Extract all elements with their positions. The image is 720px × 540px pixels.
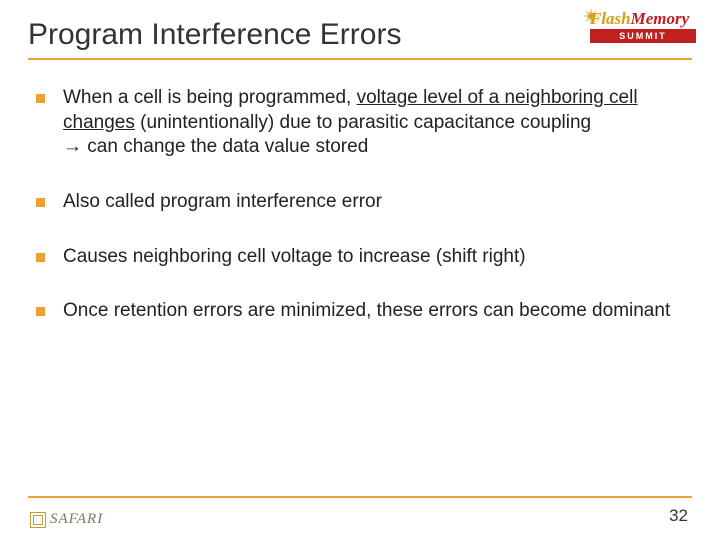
bullet-item: Causes neighboring cell voltage to incre… <box>36 245 682 270</box>
bullet-item: Once retention errors are minimized, the… <box>36 299 682 324</box>
bullet-marker-icon <box>36 94 45 103</box>
logo-wordmark: FlashMemory <box>590 10 696 27</box>
bullet-0-pre: When a cell is being programmed, <box>63 87 357 108</box>
footer-divider <box>28 496 692 498</box>
title-divider <box>28 58 692 60</box>
bullet-item: When a cell is being programmed, voltage… <box>36 86 682 160</box>
content-area: When a cell is being programmed, voltage… <box>28 86 692 324</box>
safari-icon <box>30 512 46 528</box>
bullet-text: When a cell is being programmed, voltage… <box>63 86 682 160</box>
slide: ✴ FlashMemory SUMMIT Program Interferenc… <box>0 0 720 540</box>
safari-logo: SAFARI <box>30 511 103 528</box>
safari-text: SAFARI <box>50 511 103 528</box>
bullet-0-arrow: → can change the data value stored <box>63 136 368 157</box>
page-number: 32 <box>669 506 688 526</box>
bullet-0-post: (unintentionally) due to parasitic capac… <box>135 112 591 133</box>
bullet-text: Once retention errors are minimized, the… <box>63 299 682 324</box>
bullet-marker-icon <box>36 198 45 207</box>
bullet-item: Also called program interference error <box>36 190 682 215</box>
flashmemory-logo: ✴ FlashMemory SUMMIT <box>590 10 696 56</box>
logo-summit-banner: SUMMIT <box>590 29 696 43</box>
bullet-marker-icon <box>36 307 45 316</box>
bullet-text: Causes neighboring cell voltage to incre… <box>63 245 682 270</box>
logo-memory-text: Memory <box>631 9 690 28</box>
sun-icon: ✴ <box>582 6 602 26</box>
bullet-marker-icon <box>36 253 45 262</box>
bullet-text: Also called program interference error <box>63 190 682 215</box>
